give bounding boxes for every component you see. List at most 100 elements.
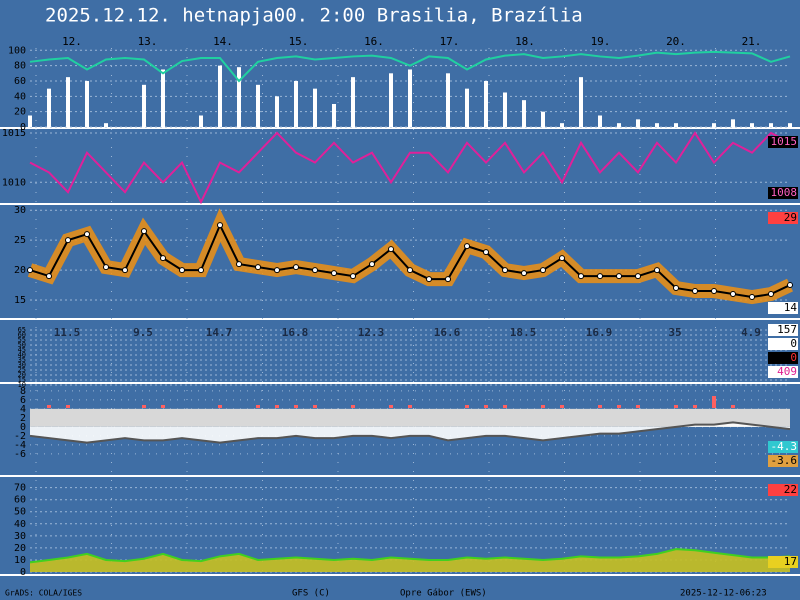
precip-bar xyxy=(674,405,678,408)
y-tick-label: 8 xyxy=(20,386,26,397)
y-tick-label: 60 xyxy=(14,495,26,506)
y2-tick-label: 25 xyxy=(18,366,26,374)
y-tick-label: 20 xyxy=(14,543,26,554)
precip-bar xyxy=(142,405,146,408)
temp-marker xyxy=(141,228,147,235)
temp-marker xyxy=(445,276,451,283)
cloud-bar xyxy=(256,84,260,127)
cloud-bar xyxy=(408,69,412,127)
title: 2025.12.12. hetnapja00. 2:00 Brasilia, B… xyxy=(45,5,583,27)
y-tick-label: 25 xyxy=(14,235,26,246)
end-label: 14 xyxy=(784,301,798,314)
pressure-band xyxy=(30,408,790,427)
day-label: 17. xyxy=(440,35,460,48)
y-tick-label: 70 xyxy=(14,483,26,494)
temp-marker xyxy=(27,267,33,274)
day-label: 16. xyxy=(364,35,384,48)
temp-marker xyxy=(673,285,679,292)
precip-bar xyxy=(47,405,51,408)
area-edge xyxy=(29,548,791,564)
cloud-bar xyxy=(85,80,89,127)
day-label: 15. xyxy=(289,35,309,48)
temp-marker xyxy=(312,267,318,274)
end-label: 157 xyxy=(777,323,797,336)
y2-tick-label: 35 xyxy=(18,356,26,364)
temp-marker xyxy=(597,273,603,280)
end-label-bg xyxy=(768,302,798,314)
end-label: 0 xyxy=(790,337,797,350)
temp-marker xyxy=(692,288,698,295)
footer-author: Opre Gábor (EWS) xyxy=(400,589,487,599)
cloud-bar xyxy=(332,103,336,127)
temp-marker xyxy=(65,237,71,244)
temp-marker xyxy=(730,291,736,298)
precip-bar xyxy=(465,405,469,408)
temp-marker xyxy=(255,264,261,271)
temp-marker xyxy=(331,270,337,277)
cloud-bar xyxy=(750,123,754,127)
temp-marker xyxy=(578,273,584,280)
temp-marker xyxy=(350,273,356,280)
end-label: 17 xyxy=(784,555,797,568)
y-tick-label: -4 xyxy=(14,440,26,451)
y-tick-label: 1010 xyxy=(2,177,26,188)
precip-total: 16.9 xyxy=(586,326,613,339)
cloud-bar xyxy=(617,123,621,127)
y-tick-label: 50 xyxy=(14,507,26,518)
precip-bar xyxy=(712,396,716,408)
cloud-bar xyxy=(104,123,108,127)
cloud-bar xyxy=(66,77,70,127)
cloud-bar xyxy=(199,115,203,127)
temp-marker xyxy=(179,267,185,274)
y-tick-label: 4 xyxy=(20,404,26,415)
y2-tick-label: 45 xyxy=(18,346,26,354)
temp-marker xyxy=(426,276,432,283)
cloud-bar xyxy=(142,84,146,127)
y2-tick-label: 60 xyxy=(18,331,26,339)
precip-bar xyxy=(351,405,355,408)
precip-total: 35 xyxy=(668,326,681,339)
temp-marker xyxy=(274,267,280,274)
y2-tick-label: 15 xyxy=(18,376,26,384)
cloud-bar xyxy=(598,115,602,127)
temp-marker xyxy=(198,267,204,274)
temp-marker xyxy=(46,273,52,280)
y-tick-label: 60 xyxy=(14,76,26,87)
end-label-bg xyxy=(768,338,798,350)
precip-total: 16.6 xyxy=(434,326,461,339)
y2-tick-label: 20 xyxy=(18,371,26,379)
cloud-bar xyxy=(389,73,393,127)
cloud-bar xyxy=(579,77,583,127)
end-label: 1015 xyxy=(771,135,798,148)
cloud-bar xyxy=(788,123,792,127)
cloud-bar xyxy=(560,123,564,127)
line xyxy=(29,131,791,205)
cloud-bar xyxy=(484,80,488,127)
precip-bar xyxy=(693,405,697,408)
temp-marker xyxy=(559,255,565,262)
temp-marker xyxy=(654,267,660,274)
end-label: 22 xyxy=(784,483,797,496)
end-label-bg xyxy=(768,187,798,199)
temp-marker xyxy=(521,270,527,277)
y-tick-label: 1015 xyxy=(2,128,26,139)
cloud-bar xyxy=(275,96,279,127)
y-tick-label: 40 xyxy=(14,91,26,102)
y-tick-label: 15 xyxy=(14,295,26,306)
temp-marker xyxy=(616,273,622,280)
precip-total: 11.5 xyxy=(54,326,81,339)
y2-tick-label: 55 xyxy=(18,336,26,344)
end-label: -3.6 xyxy=(771,454,798,467)
end-label-bg xyxy=(768,455,798,467)
temp-marker xyxy=(388,246,394,253)
end-label-bg xyxy=(768,441,798,453)
precip-bar xyxy=(731,405,735,408)
y-tick-label: 2 xyxy=(20,413,26,424)
y-tick-label: -6 xyxy=(14,449,26,460)
precip-total: 12.3 xyxy=(358,326,385,339)
precip-total: 9.5 xyxy=(133,326,153,339)
cloud-bar xyxy=(503,92,507,127)
y-tick-label: 0 xyxy=(20,567,26,578)
y-tick-label: 30 xyxy=(14,531,26,542)
